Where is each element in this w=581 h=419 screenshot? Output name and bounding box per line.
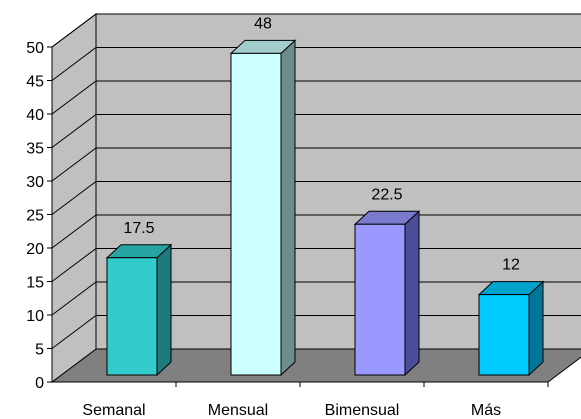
y-tick-label: 20 — [26, 241, 44, 258]
y-tick-label: 50 — [26, 40, 44, 57]
data-label: 48 — [254, 15, 272, 32]
gridline — [51, 181, 581, 215]
y-tick-label: 25 — [26, 208, 44, 225]
gridline — [51, 281, 581, 316]
bar-front — [230, 52, 282, 376]
bar-front — [106, 257, 158, 376]
y-tick-label: 0 — [35, 375, 44, 392]
gridline — [51, 248, 581, 282]
gridline — [51, 114, 581, 148]
data-label: 22.5 — [371, 186, 402, 203]
gridline — [51, 47, 581, 81]
bar-side — [404, 210, 420, 377]
y-tick-label: 10 — [26, 308, 44, 325]
x-category-label: Mensual — [208, 402, 268, 419]
y-axis-ticks: 0 5 10 15 20 25 30 35 40 45 50 — [26, 40, 52, 392]
bar-semanal — [105, 243, 173, 377]
gridline — [51, 80, 581, 115]
bar-front — [354, 223, 406, 376]
x-category-label: Bimensual — [325, 402, 400, 419]
y-tick-label: 30 — [26, 174, 44, 191]
data-label: 17.5 — [123, 220, 154, 237]
y-tick-label: 5 — [35, 342, 44, 359]
x-axis-categories: Semanal Mensual Bimensual Más — [82, 382, 549, 419]
gridline — [51, 315, 581, 349]
y-tick-label: 40 — [26, 107, 44, 124]
gridline — [51, 13, 581, 48]
y-tick-label: 35 — [26, 141, 44, 158]
y-tick-label: 15 — [26, 275, 44, 292]
bar-m-s — [477, 280, 545, 377]
bar-mensual — [229, 39, 297, 377]
bar-side — [528, 280, 544, 377]
data-labels: 17.5 48 22.5 12 — [123, 15, 520, 273]
bar-bimensual — [353, 210, 421, 377]
data-label: 12 — [502, 257, 520, 274]
gridline — [51, 147, 581, 182]
bar-front — [478, 294, 530, 376]
bars — [105, 39, 545, 377]
gridline — [51, 214, 581, 249]
gridlines — [51, 13, 581, 349]
bar-side — [156, 243, 172, 377]
x-category-label: Semanal — [82, 402, 145, 419]
bar-side — [280, 39, 296, 377]
x-category-label: Más — [471, 402, 501, 419]
y-tick-label: 45 — [26, 74, 44, 91]
